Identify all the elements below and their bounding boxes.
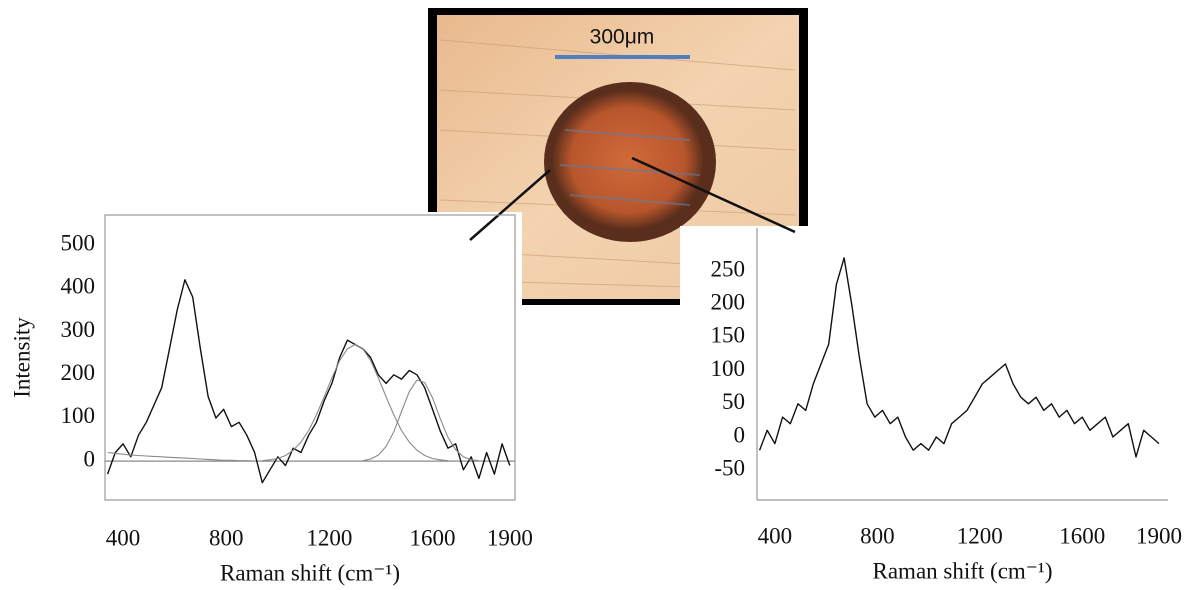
y-tick-label: 100 bbox=[61, 403, 96, 428]
y-tick-label: 0 bbox=[84, 446, 96, 471]
wear-spot bbox=[552, 90, 704, 230]
x-tick-label: 800 bbox=[209, 525, 244, 550]
x-tick-label: 400 bbox=[106, 525, 141, 550]
y-tick-label: 100 bbox=[711, 356, 746, 381]
y-tick-label: 150 bbox=[711, 323, 746, 348]
left-panel bbox=[0, 212, 522, 590]
y-tick-label: 50 bbox=[722, 389, 745, 414]
plot-frame bbox=[104, 214, 516, 501]
y-axis-label: Intensity bbox=[9, 317, 34, 398]
x-tick-label: 1900 bbox=[487, 525, 533, 550]
y-tick-label: -50 bbox=[714, 455, 745, 480]
spectrum-line bbox=[758, 257, 1160, 458]
x-tick-label: 1200 bbox=[957, 523, 1003, 548]
x-axis-label: Raman shift (cm⁻¹) bbox=[873, 558, 1053, 583]
y-tick-label: 300 bbox=[61, 317, 96, 342]
y-tick-label: 0 bbox=[734, 422, 746, 447]
wear-streaks bbox=[559, 129, 701, 206]
x-tick-label: 400 bbox=[758, 523, 793, 548]
spectrum-line bbox=[107, 451, 255, 462]
scale-label: 300μm bbox=[590, 26, 655, 49]
micrograph: 300μm bbox=[428, 8, 808, 305]
x-tick-label: 1200 bbox=[306, 525, 352, 550]
spectrum-line bbox=[262, 343, 449, 462]
x-tick-label: 1600 bbox=[409, 525, 455, 550]
pointer-line bbox=[469, 169, 551, 241]
y-tick-label: 200 bbox=[61, 360, 96, 385]
x-tick-label: 1600 bbox=[1059, 523, 1105, 548]
x-tick-label: 1900 bbox=[1136, 523, 1182, 548]
y-tick-label: 250 bbox=[711, 256, 746, 281]
pointer-line bbox=[631, 156, 796, 234]
spectrum-line bbox=[106, 279, 511, 484]
y-tick-label: 500 bbox=[61, 231, 96, 256]
x-tick-label: 800 bbox=[860, 523, 895, 548]
y-tick-label: 400 bbox=[61, 274, 96, 299]
spectrum-line bbox=[362, 379, 479, 462]
x-axis-label: Raman shift (cm⁻¹) bbox=[220, 560, 400, 585]
right-panel bbox=[680, 226, 1200, 590]
y-tick-label: 200 bbox=[711, 290, 746, 315]
